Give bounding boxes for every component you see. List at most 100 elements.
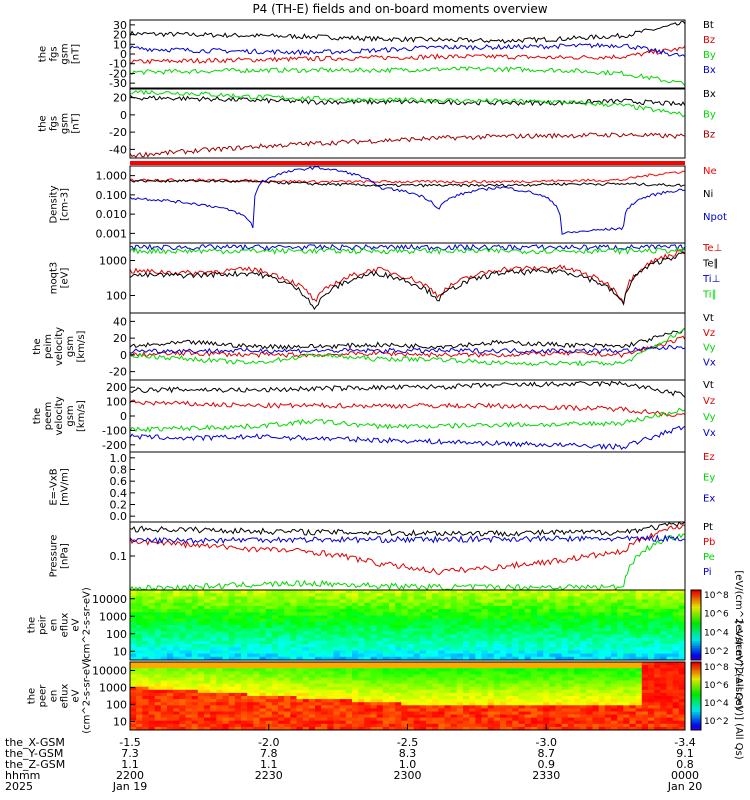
spectrogram-cell <box>487 625 495 629</box>
spectrogram-cell <box>142 689 149 694</box>
spectrogram-cell <box>253 628 260 632</box>
spectrogram-cell <box>493 625 501 629</box>
spectrogram-cell <box>629 653 637 658</box>
spectrogram-cell <box>222 628 230 632</box>
spectrogram-cell <box>444 640 452 645</box>
spectrogram-cell <box>191 590 199 594</box>
spectrogram-cell <box>376 708 384 712</box>
spectrogram-cell <box>641 689 649 694</box>
spectrogram-cell <box>654 621 661 626</box>
spectrogram-cell <box>247 609 254 613</box>
spectrogram-cell <box>197 665 205 669</box>
spectrogram-cell <box>210 656 217 661</box>
spectrogram-cell <box>302 696 310 700</box>
spectrogram-cell <box>204 705 211 709</box>
spectrogram-cell <box>358 705 365 709</box>
spectrogram-cell <box>210 637 217 642</box>
spectrogram-cell <box>345 650 353 655</box>
spectrogram-cell <box>604 634 612 639</box>
spectrogram-cell <box>253 644 260 648</box>
spectrogram-cell <box>407 605 415 610</box>
spectrogram-cell <box>339 631 347 636</box>
spectrogram-cell <box>648 647 655 651</box>
spectrogram-cell <box>222 612 230 616</box>
spectrogram-cell <box>512 662 519 666</box>
spectrogram-cell <box>296 599 304 604</box>
spectrogram-cell <box>345 720 353 725</box>
spectrogram-cell <box>327 609 334 613</box>
spectrogram-cell <box>666 590 674 594</box>
spectrogram-cell <box>185 656 193 661</box>
spectrogram-cell <box>142 599 149 604</box>
colorbar-swatch <box>691 686 701 690</box>
spectrogram-cell <box>130 634 137 639</box>
spectrogram-cell <box>543 668 550 672</box>
spectrogram-cell <box>648 596 655 601</box>
spectrogram-cell <box>611 644 618 648</box>
spectrogram-cell <box>228 692 236 697</box>
spectrogram-cell <box>456 625 464 629</box>
spectrogram-cell <box>278 653 285 658</box>
spectrogram-cell <box>241 650 248 655</box>
spectrogram-cell <box>660 640 667 645</box>
spectrogram-cell <box>154 714 162 719</box>
spectrogram-cell <box>604 647 612 651</box>
spectrogram-cell <box>580 628 587 632</box>
spectrogram-cell <box>580 677 587 682</box>
spectrogram-cell <box>678 702 686 706</box>
spectrogram-cell <box>580 605 587 610</box>
spectrogram-cell <box>160 625 168 629</box>
spectrogram-cell <box>216 692 223 697</box>
spectrogram-cell <box>407 644 415 648</box>
spectrogram-cell <box>530 650 538 655</box>
series-line <box>129 327 686 350</box>
spectrogram-cell <box>173 628 180 632</box>
spectrogram-cell <box>160 668 168 672</box>
spectrogram-cell <box>352 615 359 620</box>
spectrogram-cell <box>154 711 162 716</box>
spectrogram-cell <box>432 625 439 629</box>
spectrogram-cell <box>160 692 168 697</box>
spectrogram-cell <box>253 692 260 697</box>
spectrogram-cell <box>185 621 193 626</box>
spectrogram-cell <box>247 593 254 597</box>
spectrogram-cell <box>666 699 674 703</box>
spectrogram-cell <box>370 662 378 666</box>
spectrogram-cell <box>481 711 489 716</box>
spectrogram-cell <box>629 631 637 636</box>
spectrogram-cell <box>333 680 341 685</box>
spectrogram-cell <box>426 683 433 688</box>
spectrogram-cell <box>413 671 421 675</box>
spectrogram-cell <box>604 621 612 626</box>
spectrogram-cell <box>284 618 291 623</box>
y-tick-label: 0 <box>120 349 127 362</box>
spectrogram-cell <box>389 671 396 675</box>
spectrogram-cell <box>358 615 365 620</box>
spectrogram-cell <box>469 683 476 688</box>
spectrogram-cell <box>500 714 507 719</box>
spectrogram-cell <box>419 708 427 712</box>
spectrogram-cell <box>456 711 464 716</box>
spectrogram-cell <box>222 637 230 642</box>
spectrogram-cell <box>543 647 550 651</box>
spectrogram-cell <box>222 692 230 697</box>
spectrogram-cell <box>604 593 612 597</box>
spectrogram-cell <box>407 674 415 678</box>
spectrogram-cell <box>567 605 575 610</box>
spectrogram-cell <box>130 717 137 722</box>
colorbar-swatch <box>691 725 701 729</box>
spectrogram-cell <box>278 696 285 700</box>
spectrogram-cell <box>339 634 347 639</box>
spectrogram-cell <box>524 714 532 719</box>
series-line <box>129 42 686 57</box>
spectrogram-cell <box>296 590 304 594</box>
spectrogram-cell <box>321 602 328 607</box>
spectrogram-cell <box>413 711 421 716</box>
spectrogram-cell <box>296 689 304 694</box>
spectrogram-cell <box>623 723 630 728</box>
spectrogram-cell <box>567 650 575 655</box>
spectrogram-cell <box>173 692 180 697</box>
spectrogram-cell <box>364 686 371 691</box>
spectrogram-cell <box>333 656 341 661</box>
spectrogram-cell <box>284 590 291 594</box>
